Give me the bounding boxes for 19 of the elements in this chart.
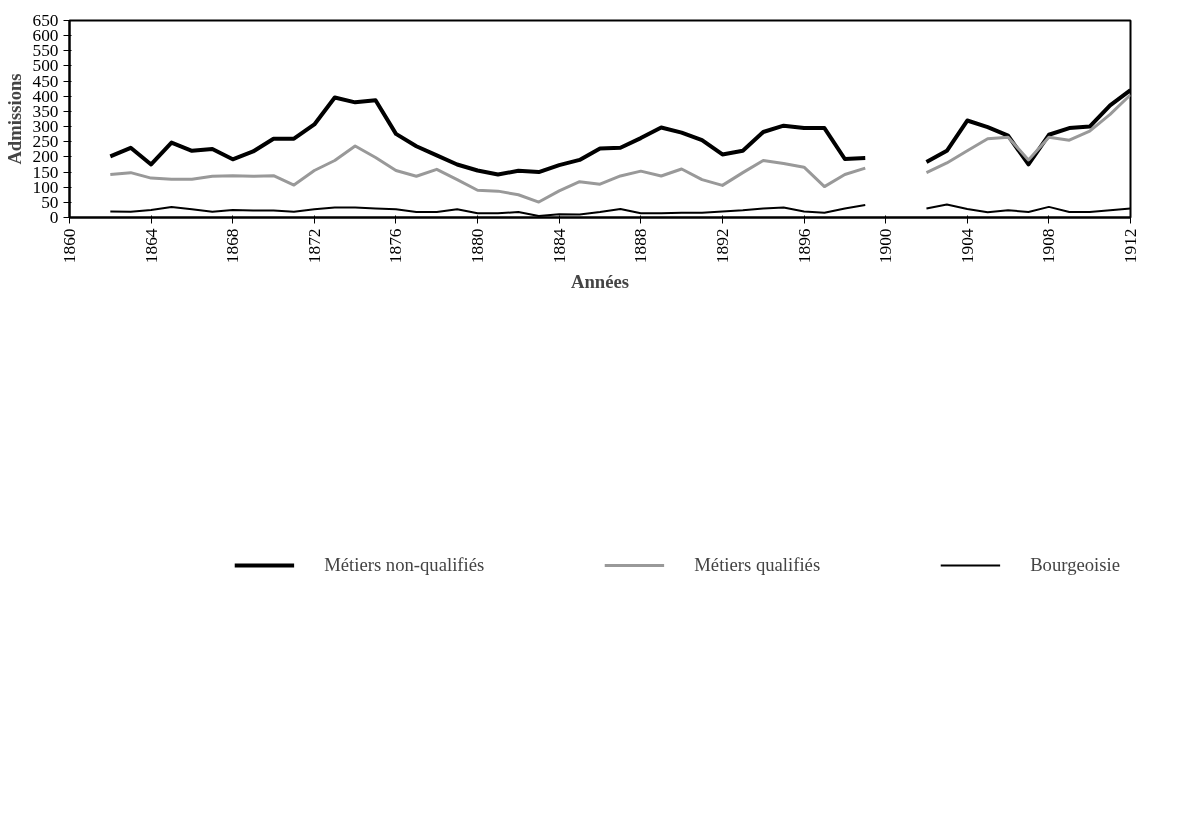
x-tick-label: 1876 [386, 228, 406, 264]
legend-label: Bourgeoisie [1030, 554, 1120, 576]
x-tick-label: 1880 [468, 228, 488, 264]
x-tick-label: 1872 [304, 228, 324, 264]
x-tick-label: 1884 [549, 228, 569, 264]
x-tick-label: 1908 [1039, 228, 1059, 264]
x-tick-label: 1888 [631, 228, 651, 264]
x-tick-label: 1892 [712, 228, 732, 264]
x-axis-title: Années [570, 271, 630, 293]
legend-label: Métiers non-qualifiés [324, 554, 485, 576]
x-tick-label: 1912 [1121, 228, 1140, 264]
x-tick-label: 1868 [223, 228, 243, 264]
x-tick-label: 1900 [876, 228, 896, 264]
legend-label: Métiers qualifiés [694, 554, 821, 576]
x-tick-label: 1864 [141, 228, 161, 264]
x-tick-label: 1860 [60, 228, 79, 264]
x-tick-label: 1904 [957, 228, 977, 264]
x-tick-label: 1896 [794, 228, 814, 264]
y-axis-title: Admissions [3, 73, 25, 165]
